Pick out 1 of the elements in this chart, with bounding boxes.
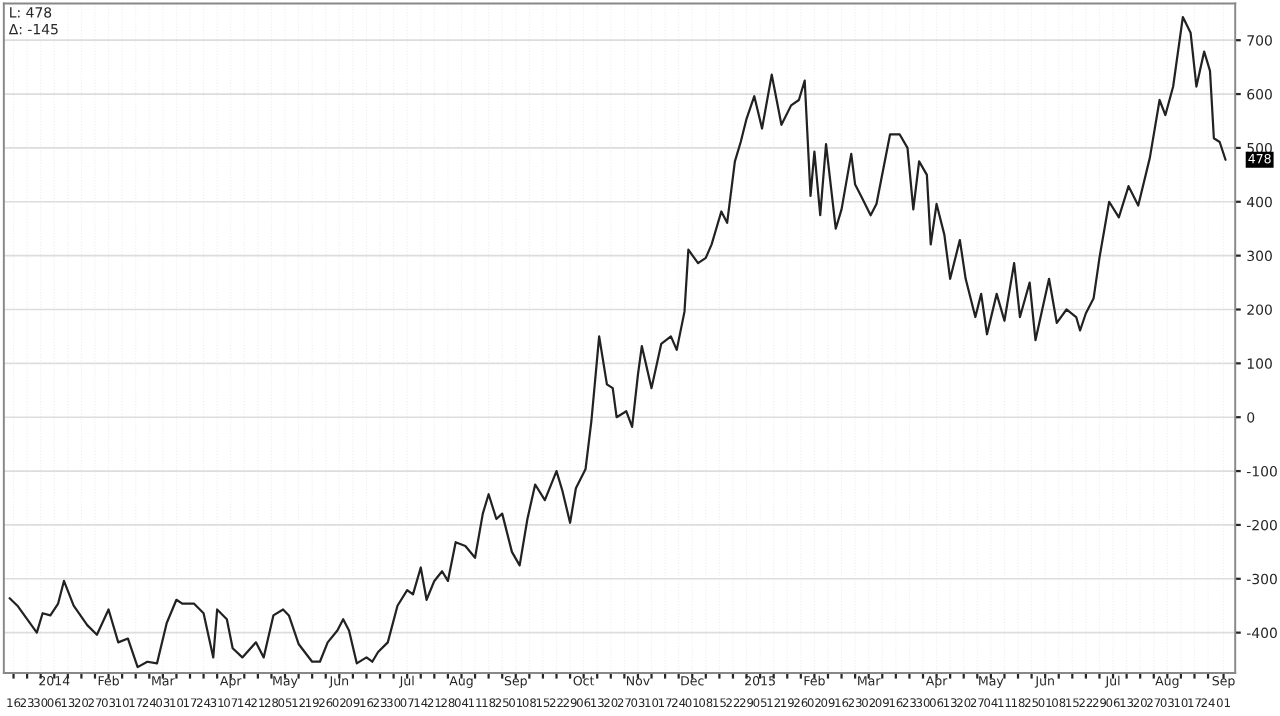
- line-series: [8, 15, 1227, 669]
